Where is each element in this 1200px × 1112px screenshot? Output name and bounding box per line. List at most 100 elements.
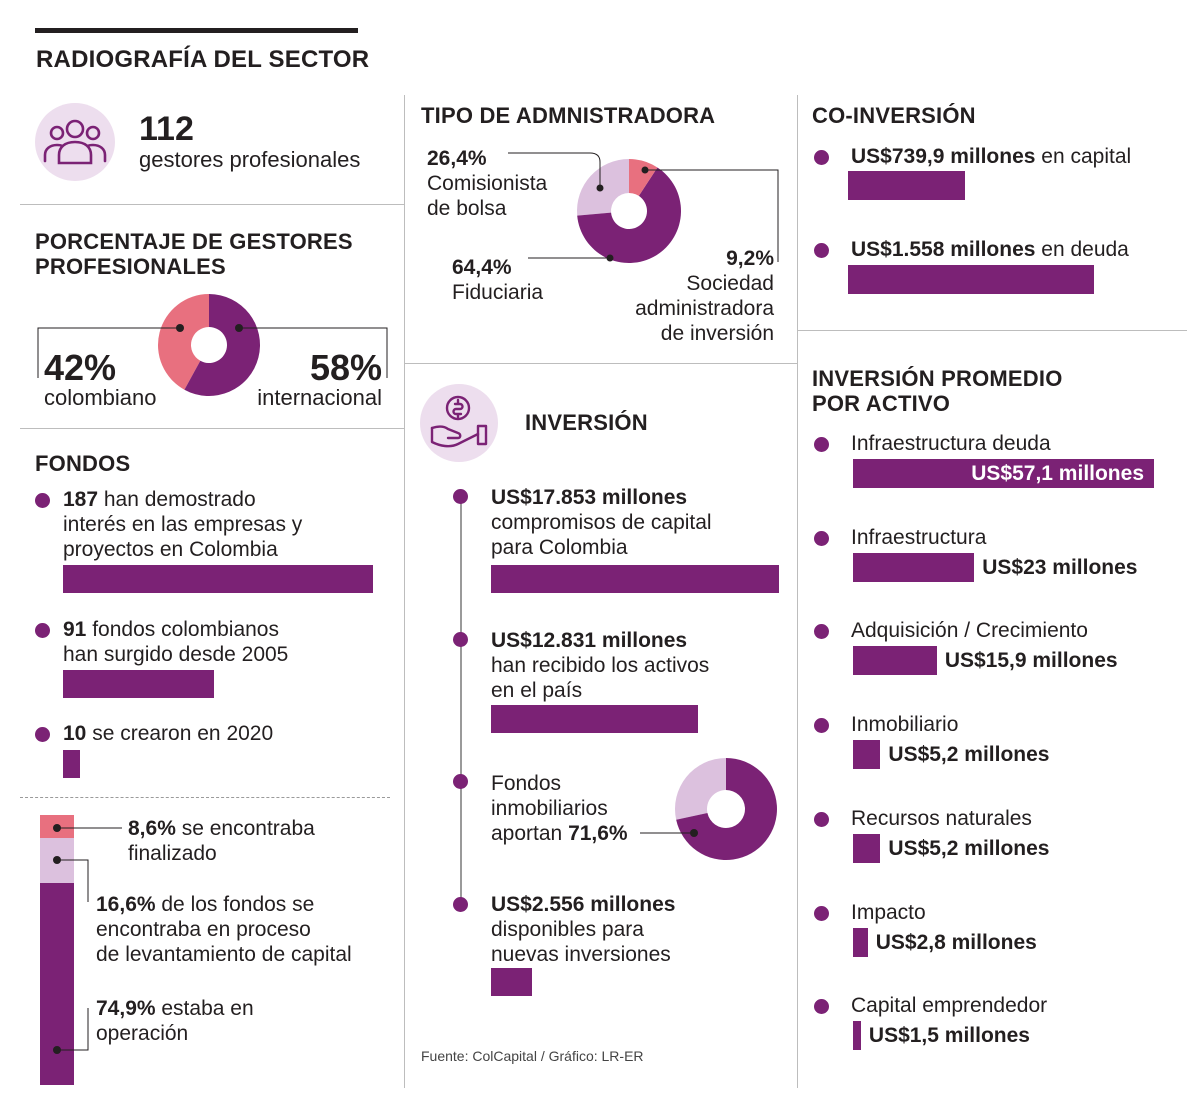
promedio-value-label: US$2,8 millones [875,930,1037,954]
donut-connector-left [37,327,180,378]
promedio-bullet [814,811,829,827]
inversion-item-2: US$12.831 millones han recibido los acti… [491,629,710,702]
tipo-donut-chart [508,152,779,264]
managers-left-label: colombiano [44,385,157,410]
promedio-value-label: US$5,2 millones [888,836,1050,860]
tipo-item-comisionista: 26,4% Comisionista de bolsa [427,147,548,220]
managers-pct-title-l1: PORCENTAJE DE GESTORES [35,229,353,254]
promedio-value-label: US$1,5 millones [868,1024,1030,1048]
promedio-category-label: Capital emprendedor [851,994,1048,1018]
status-item-3: 74,9% estaba en operación [96,997,254,1045]
promedio-value-label: US$5,2 millones [888,743,1050,767]
fondos-item-3: 10 se crearon en 2020 [63,722,274,745]
promedio-bar [853,833,881,863]
fondos-item-1: 187 han demostrado interés en las empres… [63,488,303,561]
coinversion-bar-deuda [848,265,1094,294]
status-item-2: 16,6% de los fondos se encontraba en pro… [96,893,352,966]
header-rule [35,28,358,33]
coinversion-bullet-1 [814,150,829,165]
promedio-category-label: Infraestructura deuda [851,432,1051,455]
source-note: Fuente: ColCapital / Gráfico: LR-ER [421,1048,644,1064]
status-item-1: 8,6% se encontraba finalizado [128,817,315,865]
promedio-bullet [814,530,829,546]
donut-slice-inmobiliarios [676,758,778,861]
column-divider-2 [797,95,798,1088]
divider-col1-1 [20,204,404,205]
promedio-category-label: Impacto [851,900,926,924]
donut-slice-otros [675,758,726,820]
people-icon-circle [35,103,115,181]
promedio-value-label: US$23 millones [982,555,1138,579]
coinversion-bar-capital [848,171,965,200]
donut-connector-right [239,327,388,378]
hand-holding-coin-icon [430,395,488,448]
promedio-value-label: US$57,1 millones [971,462,1144,485]
promedio-bullet [814,718,829,734]
fondos-bar-2 [63,670,214,698]
fondos-inmobiliarios-donut-chart [640,758,778,861]
promedio-bullet [814,905,829,921]
managers-left-value: 42% [44,347,117,388]
dashed-divider [20,797,390,798]
tipo-title: TIPO DE ADMNISTRADORA [421,103,716,128]
fondos-bar-3 [63,750,80,778]
divider-col2-1 [405,363,797,364]
donut-slice-colombiano [157,294,209,390]
coinversion-item-2: US$1.558 millones en deuda [851,238,1129,261]
inversion-bullet-3 [453,774,468,789]
coinversion-title: CO-INVERSIÓN [812,103,976,128]
donut-marker-1 [235,324,243,332]
divider-col1-2 [20,428,404,429]
promedio-title-l1: INVERSIÓN PROMEDIO [812,366,1063,391]
fondos-bullet-2 [35,623,50,638]
donut-slice-sociedad [629,159,658,196]
managers-right-value: 58% [309,347,382,388]
fondos-bullet-3 [35,727,50,742]
promedio-category-label: Inmobiliario [851,713,959,737]
managers-label: gestores profesionales [139,147,361,172]
tipo-item-fiduciaria: 64,4% Fiduciaria [452,256,544,304]
promedio-title-l2: POR ACTIVO [812,391,951,416]
promedio-category-label: Infraestructura [851,525,987,549]
inversion-bullet-1 [453,489,468,504]
managers-pct-donut-chart [37,294,388,397]
promedio-category-label: Recursos naturales [851,806,1032,830]
inversion-bar-2 [491,705,698,733]
status-connectors [53,824,122,1054]
donut-slice-fiduciaria [577,167,681,264]
managers-right-label: internacional [257,385,382,410]
promedio-bar [853,927,868,957]
coinversion-bullet-2 [814,243,829,258]
inversion-bullet-2 [453,632,468,647]
column-divider-1 [404,95,405,1088]
inversion-title: INVERSIÓN [525,410,648,435]
inversion-item-3: Fondos inmobiliarios aportan 71,6% [491,772,628,845]
donut-slice-internacional [184,294,260,397]
inversion-item-1: US$17.853 millones compromisos de capita… [491,486,712,559]
promedio-bullet [814,999,829,1015]
donut-marker-0 [176,324,184,332]
divider-col3-1 [798,330,1187,331]
promedio-bar [853,552,975,582]
promedio-bullet [814,437,829,452]
inversion-bar-3 [491,968,533,996]
promedio-bullet [814,624,829,640]
promedio-bar [853,459,1154,488]
fondos-bullet-1 [35,493,50,508]
promedio-bar [853,740,881,770]
fondos-bar-1 [63,565,373,593]
promedio-category-label: Adquisición / Crecimiento [851,619,1088,643]
tipo-item-sociedad: 9,2% Sociedad administradora de inversió… [635,247,774,345]
group-of-people-icon [43,119,107,165]
promedio-bar [853,1021,861,1051]
investment-icon-circle [420,384,498,462]
coinversion-item-1: US$739,9 millones en capital [851,145,1132,168]
page-title: RADIOGRAFÍA DEL SECTOR [36,46,370,73]
inversion-bar-1 [491,565,779,593]
promedio-value-label: US$15,9 millones [944,649,1118,673]
inversion-item-4: US$2.556 millones disponibles para nueva… [491,893,676,966]
fondos-title: FONDOS [35,451,131,476]
managers-pct-title-l2: PROFESIONALES [35,254,226,279]
promedio-bar [853,646,937,676]
inversion-timeline [460,496,462,904]
